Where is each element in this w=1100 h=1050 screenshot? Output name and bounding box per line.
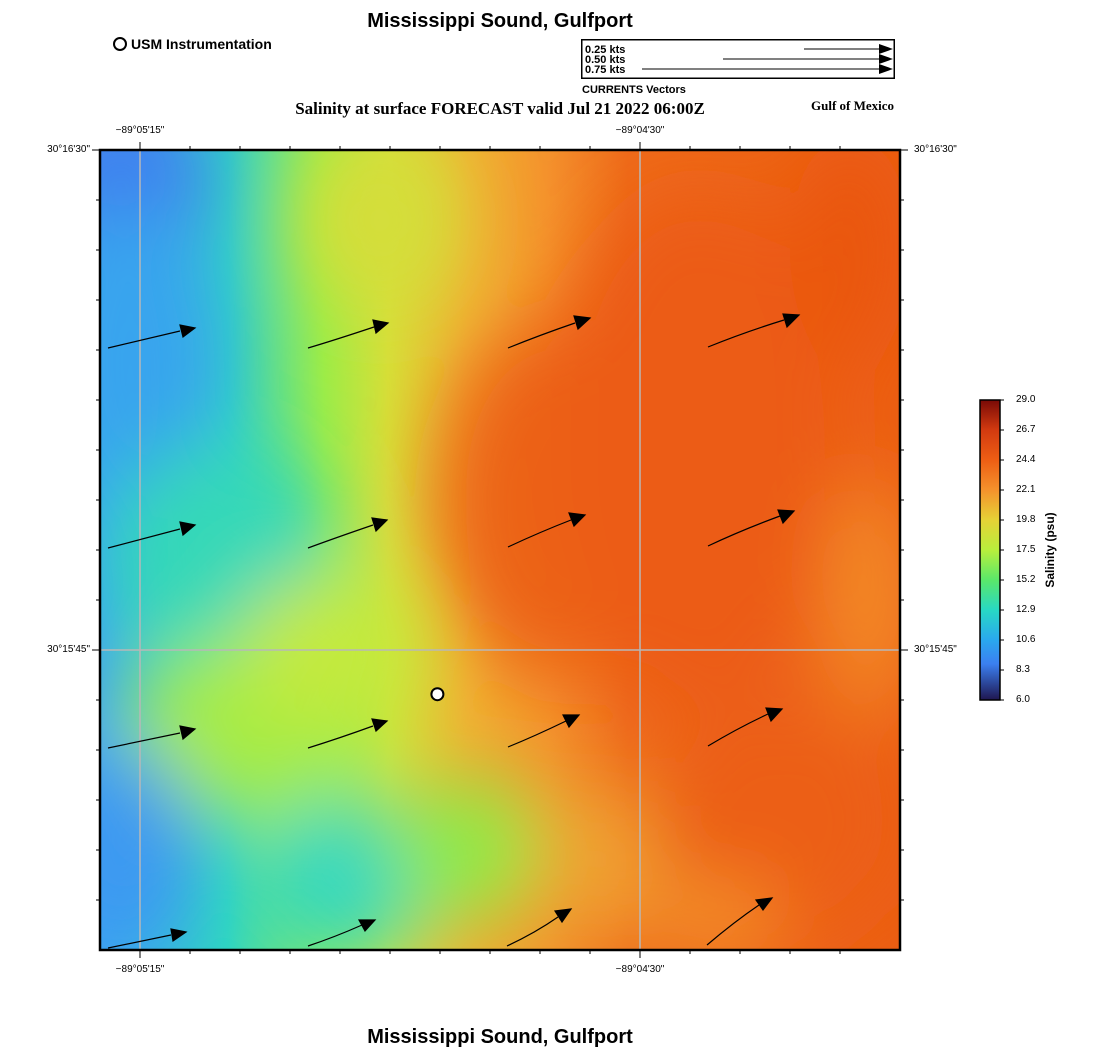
lat-label-right-1: 30°16'30" [914, 144, 957, 155]
map-subtitle: Salinity at surface FORECAST valid Jul 2… [295, 99, 705, 118]
current-vector [506, 916, 559, 947]
vector-scale-label-050: 0.50 kts [585, 54, 625, 66]
station-marker-icon [113, 37, 127, 51]
current-vector [307, 326, 375, 349]
station-legend: USM Instrumentation [113, 36, 272, 52]
vector-scale-svg: 0.25 kts 0.50 kts 0.75 kts [581, 39, 895, 79]
colorbar-tick-label: 12.9 [1016, 604, 1036, 615]
current-vector-head [553, 908, 573, 924]
colorbar-tick-label: 10.6 [1016, 634, 1036, 645]
current-vector-head [562, 714, 581, 729]
current-vector [507, 519, 572, 548]
current-vector [507, 720, 567, 748]
graticule [100, 150, 900, 950]
current-vector-head [372, 319, 390, 335]
colorbar-tick-label: 29.0 [1016, 394, 1036, 405]
current-vector [307, 924, 363, 947]
current-vector [307, 524, 374, 549]
lat-label-left-2: 30°15'45" [47, 644, 90, 655]
current-vector [706, 904, 760, 946]
colorbar-tick-label: 8.3 [1016, 664, 1030, 675]
usm-station-marker[interactable] [430, 687, 445, 702]
colorbar-gradient [979, 399, 1001, 701]
current-vector [307, 725, 374, 749]
current-vector-head [782, 313, 801, 329]
colorbar-title: Salinity (psu) [1043, 512, 1057, 588]
region-label: Gulf of Mexico [811, 98, 895, 113]
current-vector-head [777, 509, 796, 525]
footer-title: Mississippi Sound, Gulfport [367, 1026, 633, 1048]
vector-scale-legend: 0.25 kts 0.50 kts 0.75 kts [581, 39, 895, 79]
vector-scale-arrow-075 [642, 64, 893, 74]
current-vector [507, 322, 576, 349]
colorbar-tick-label: 19.8 [1016, 514, 1036, 525]
current-vector-head [170, 928, 188, 943]
current-vector-head [179, 521, 197, 537]
current-vector-head [765, 707, 784, 723]
current-vector-head [568, 512, 587, 528]
current-vector-head [179, 324, 197, 339]
current-vector [707, 515, 781, 547]
current-vector [107, 732, 181, 749]
current-vectors [107, 313, 801, 949]
colorbar-tick-label: 15.2 [1016, 574, 1036, 585]
current-vector [107, 528, 181, 549]
lon-label-top-1: −89°05'15" [115, 125, 165, 136]
lon-label-bottom-2: −89°04'30" [615, 964, 665, 975]
salinity-field [100, 150, 900, 950]
current-vector-head [573, 315, 592, 331]
lat-label-right-2: 30°15'45" [914, 644, 957, 655]
salinity-map [92, 142, 908, 958]
lon-label-bottom-1: −89°05'15" [115, 964, 165, 975]
vector-scale-label-025: 0.25 kts [585, 44, 625, 56]
vector-scale-arrow-025 [804, 44, 893, 54]
map-title: Mississippi Sound, Gulfport [367, 10, 633, 32]
lon-label-top-2: −89°04'30" [615, 125, 665, 136]
colorbar-tick-label: 26.7 [1016, 424, 1036, 435]
salinity-colorbar [979, 399, 1004, 701]
colorbar-tick-label: 24.4 [1016, 454, 1036, 465]
colorbar-tick-label: 6.0 [1016, 694, 1030, 705]
current-vector-head [754, 897, 774, 912]
colorbar-tick-label: 17.5 [1016, 544, 1036, 555]
current-vector-head [179, 725, 197, 741]
current-vector [707, 319, 785, 348]
lat-label-left-1: 30°16'30" [47, 144, 90, 155]
vector-scale-arrow-050 [723, 54, 893, 64]
current-vector-head [371, 517, 389, 533]
colorbar-tick-label: 22.1 [1016, 484, 1036, 495]
frame-ticks [92, 142, 908, 958]
current-vector-head [371, 718, 389, 733]
current-vector-head [357, 919, 377, 933]
current-vector [107, 934, 172, 949]
current-vector [707, 713, 769, 747]
current-vector [107, 330, 181, 349]
vector-scale-label-075: 0.75 kts [585, 64, 625, 76]
station-legend-label: USM Instrumentation [131, 36, 272, 52]
vector-caption: CURRENTS Vectors [582, 84, 686, 96]
